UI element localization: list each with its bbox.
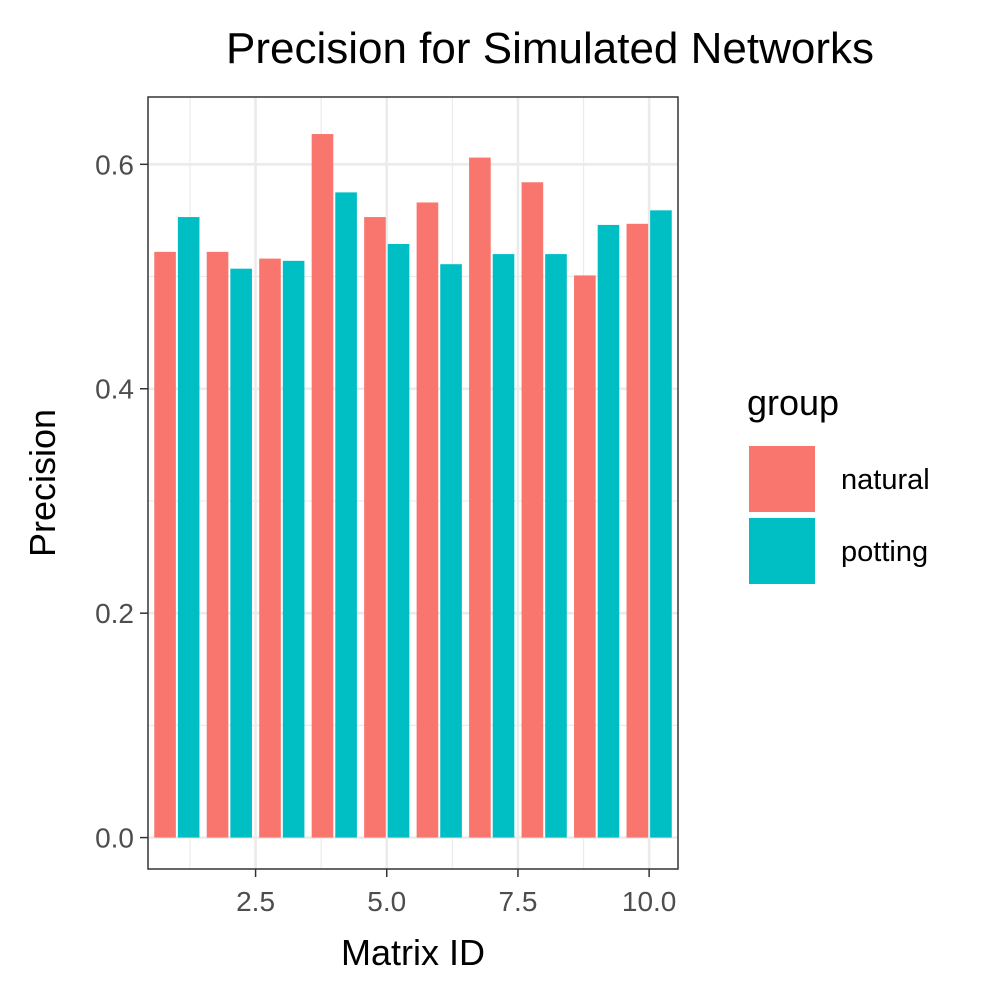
bar-natural xyxy=(154,251,176,838)
bar-potting xyxy=(650,210,672,838)
chart-title: Precision for Simulated Networks xyxy=(226,24,874,73)
y-tick-label: 0.2 xyxy=(95,598,134,629)
bar-potting xyxy=(335,192,357,838)
y-axis-title: Precision xyxy=(22,409,63,557)
y-tick-label: 0.6 xyxy=(95,149,134,180)
bar-potting xyxy=(177,217,200,838)
bar-natural xyxy=(469,157,491,838)
bar-potting xyxy=(282,260,305,838)
bar-potting xyxy=(597,224,620,838)
x-tick-label: 2.5 xyxy=(236,886,275,917)
bar-natural xyxy=(574,275,596,838)
axis-ticks: 0.0 0.2 0.4 0.6 2.5 5.0 7.5 10.0 xyxy=(95,149,676,917)
legend-key-natural xyxy=(749,446,815,512)
legend-title: group xyxy=(747,382,839,423)
legend-key-potting xyxy=(749,518,815,584)
x-axis-title: Matrix ID xyxy=(341,932,485,973)
bars xyxy=(154,134,672,838)
x-tick-label: 7.5 xyxy=(498,886,537,917)
x-tick-label: 10.0 xyxy=(622,886,677,917)
bar-natural xyxy=(416,202,439,838)
bar-potting xyxy=(492,254,515,838)
x-tick-label: 5.0 xyxy=(367,886,406,917)
bar-natural xyxy=(259,258,281,838)
bar-potting xyxy=(440,264,462,838)
bar-natural xyxy=(626,223,649,838)
y-tick-label: 0.4 xyxy=(95,374,134,405)
y-tick-label: 0.0 xyxy=(95,823,134,854)
legend-label-potting: potting xyxy=(841,536,928,568)
bar-potting xyxy=(545,254,567,838)
bar-potting xyxy=(230,268,252,838)
bar-natural xyxy=(364,217,386,838)
legend-label-natural: natural xyxy=(841,464,930,496)
bar-potting xyxy=(387,243,410,838)
bar-natural xyxy=(521,182,544,838)
plot-border xyxy=(147,96,679,870)
bar-natural xyxy=(311,134,334,838)
legend: group natural potting xyxy=(747,382,930,584)
bar-natural xyxy=(206,251,229,838)
